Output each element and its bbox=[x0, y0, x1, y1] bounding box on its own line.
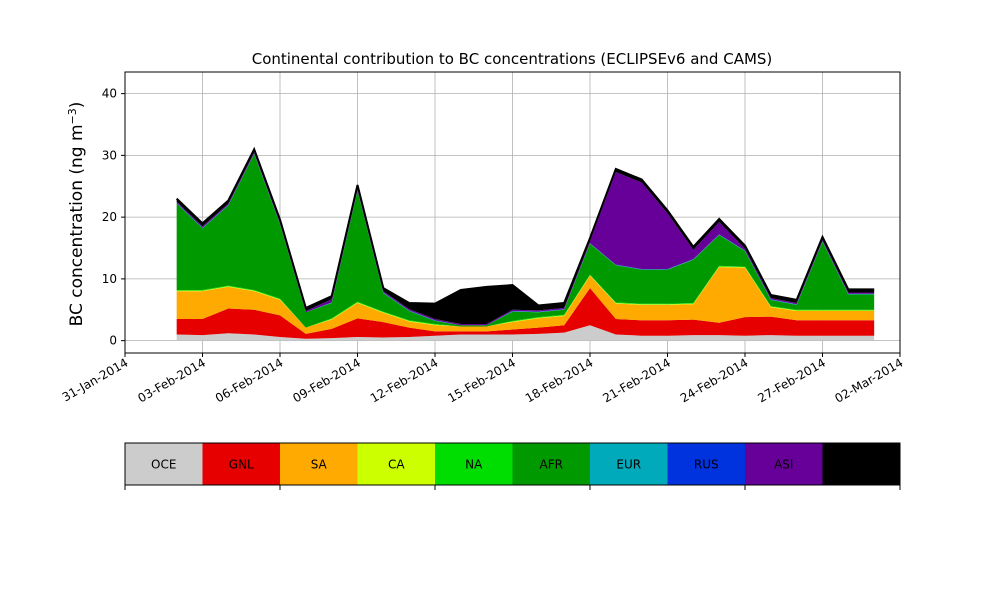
legend-label-gnl: GNL bbox=[229, 458, 254, 472]
y-axis-label-close: ) bbox=[67, 102, 87, 109]
legend-label-eur: EUR bbox=[616, 458, 641, 472]
area-gnl bbox=[176, 288, 875, 339]
legend-swatch-eur bbox=[590, 443, 668, 485]
y-tick-label: 20 bbox=[102, 210, 117, 224]
legend-swatch-na bbox=[435, 443, 513, 485]
x-tick-label: 12-Feb-2014 bbox=[368, 355, 441, 405]
legend-swatch-oce bbox=[125, 443, 203, 485]
x-tick-label: 24-Feb-2014 bbox=[678, 355, 751, 405]
total-outline bbox=[175, 146, 875, 310]
x-tick-label: 21-Feb-2014 bbox=[600, 355, 673, 405]
y-tick-label: 30 bbox=[102, 148, 117, 162]
area-layers bbox=[175, 146, 875, 341]
x-tick-label: 09-Feb-2014 bbox=[290, 355, 363, 405]
colorbar-legend: OCE GNL SA CA NA AFR EUR RUS ASI AUS bbox=[124, 442, 901, 490]
legend-swatch-ca bbox=[357, 443, 435, 485]
x-tick-label: 03-Feb-2014 bbox=[135, 355, 208, 405]
y-axis-label: BC concentration (ng m−3) bbox=[66, 102, 88, 327]
y-axis-label-sup: −3 bbox=[66, 108, 79, 124]
area-asi bbox=[176, 152, 875, 326]
y-tick-label: 40 bbox=[102, 87, 117, 101]
y-tick-label: 10 bbox=[102, 272, 117, 286]
area-oce bbox=[176, 325, 875, 341]
legend-swatch-aus bbox=[822, 443, 900, 485]
x-tick-label: 02-Mar-2014 bbox=[832, 355, 905, 405]
legend-label-ca: CA bbox=[388, 458, 405, 472]
y-axis-label-main: BC concentration (ng m bbox=[67, 124, 87, 326]
colorbar-frame bbox=[124, 442, 901, 486]
x-tick-label: 27-Feb-2014 bbox=[755, 355, 828, 405]
x-tick-label: 15-Feb-2014 bbox=[445, 355, 518, 405]
legend-label-asi: ASI bbox=[774, 458, 793, 472]
legend-swatch-gnl bbox=[202, 443, 280, 485]
legend-label-sa: SA bbox=[311, 458, 328, 472]
x-tick-label: 06-Feb-2014 bbox=[213, 355, 286, 405]
x-tick-label: 31-Jan-2014 bbox=[60, 355, 131, 404]
legend-swatch-asi bbox=[745, 443, 823, 485]
legend-label-oce: OCE bbox=[151, 458, 176, 472]
legend-swatch-rus bbox=[667, 443, 745, 485]
area-afr bbox=[176, 154, 875, 328]
y-tick-label: 0 bbox=[109, 334, 117, 348]
chart-title: Continental contribution to BC concentra… bbox=[252, 50, 773, 68]
legend-label-rus: RUS bbox=[694, 458, 719, 472]
x-tick-label: 18-Feb-2014 bbox=[523, 355, 596, 405]
legend-label-na: NA bbox=[465, 458, 483, 472]
legend-swatch-afr bbox=[512, 443, 590, 485]
legend-label-aus: AUS bbox=[849, 458, 874, 472]
legend-swatch-sa bbox=[280, 443, 358, 485]
area-sa bbox=[176, 267, 875, 334]
legend-label-afr: AFR bbox=[540, 458, 563, 472]
